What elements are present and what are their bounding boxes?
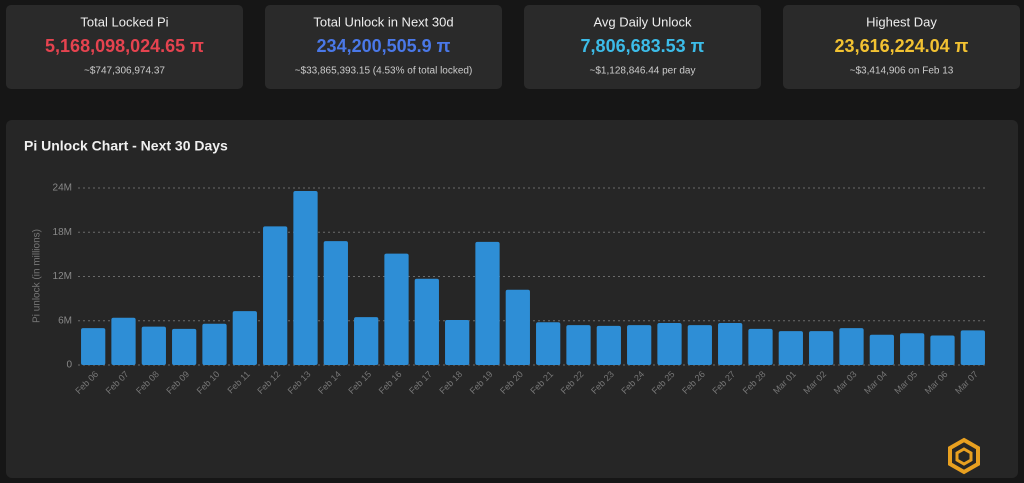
bar <box>81 328 106 365</box>
bar <box>809 331 834 365</box>
card-label: Total Locked Pi <box>80 14 168 29</box>
bar <box>536 322 561 365</box>
bar <box>172 328 197 365</box>
bar <box>354 317 379 365</box>
y-tick-label: 6M <box>58 315 72 326</box>
bar <box>566 325 591 365</box>
bar <box>384 253 409 365</box>
card-label: Highest Day <box>866 14 937 29</box>
y-tick-label: 12M <box>53 271 72 282</box>
card-label: Total Unlock in Next 30d <box>313 14 453 29</box>
card-sub: ~$747,306,974.37 <box>84 66 165 77</box>
bar <box>687 325 712 365</box>
card-value: 7,806,683.53 π <box>581 36 705 56</box>
stat-card <box>524 5 761 89</box>
card-label: Avg Daily Unlock <box>593 14 692 29</box>
card-sub: ~$1,128,846.44 per day <box>590 66 696 77</box>
card-value: 23,616,224.04 π <box>835 36 969 56</box>
bar <box>930 335 955 365</box>
chart-title: Pi Unlock Chart - Next 30 Days <box>24 138 228 154</box>
card-value: 5,168,098,024.65 π <box>45 36 204 56</box>
stat-card <box>265 5 502 89</box>
bar <box>657 322 682 365</box>
card-value: 234,200,505.9 π <box>317 36 451 56</box>
bar <box>232 311 257 365</box>
bar <box>869 334 894 365</box>
stat-card <box>783 5 1020 89</box>
bar <box>627 325 652 365</box>
bar <box>445 320 470 365</box>
bar <box>596 325 621 365</box>
y-tick-label: 18M <box>53 227 72 238</box>
card-sub: ~$3,414,906 on Feb 13 <box>850 66 954 77</box>
bar <box>111 317 136 365</box>
y-tick-label: 24M <box>53 183 72 194</box>
bar <box>748 328 773 365</box>
bar <box>263 226 288 365</box>
bar <box>505 289 530 365</box>
bar <box>475 241 500 365</box>
card-sub: ~$33,865,393.15 (4.53% of total locked) <box>295 66 473 77</box>
stat-card <box>6 5 243 89</box>
bar <box>718 322 743 365</box>
bar <box>900 333 925 365</box>
logo <box>948 437 980 475</box>
y-tick-label: 0 <box>66 360 72 371</box>
bar <box>293 190 318 365</box>
y-axis-label: Pi unlock (in millions) <box>32 229 43 323</box>
bar <box>202 323 227 365</box>
bar <box>323 241 348 365</box>
bar <box>414 278 439 365</box>
bar <box>839 328 864 365</box>
bar <box>141 326 166 365</box>
bar <box>778 331 803 365</box>
bar <box>960 330 985 365</box>
